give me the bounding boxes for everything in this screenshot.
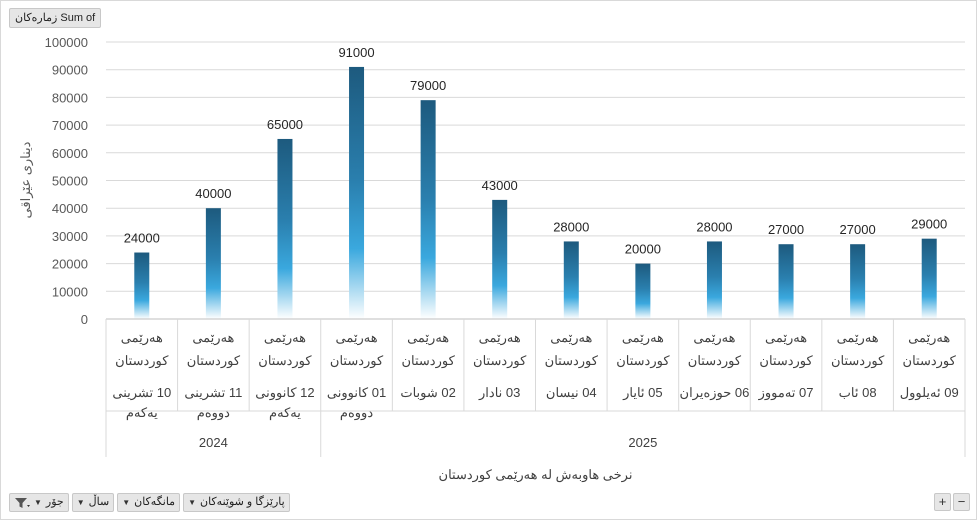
data-label: 65000 — [267, 117, 303, 132]
y-tick-label: 10000 — [52, 284, 88, 299]
field-button-type-label: جۆر — [45, 496, 64, 508]
data-label: 27000 — [840, 222, 876, 237]
field-button-months-label: مانگەکان — [134, 496, 176, 508]
collapse-button[interactable]: − — [953, 493, 970, 511]
month-label: 02 شوبات — [400, 385, 456, 401]
month-label: یەکەم — [269, 405, 301, 421]
region-label: کوردستان — [688, 353, 742, 369]
chevron-down-icon: ▼ — [188, 498, 196, 507]
data-label: 20000 — [625, 242, 661, 257]
y-tick-label: 50000 — [52, 174, 88, 189]
region-label: کوردستان — [187, 353, 241, 369]
month-label: 03 نادار — [478, 385, 520, 401]
region-label: هەرێمی — [622, 330, 664, 346]
month-label: دووەم — [197, 405, 230, 421]
region-label: هەرێمی — [336, 330, 378, 346]
data-label: 27000 — [768, 222, 804, 237]
expand-collapse-controls: + − — [934, 493, 970, 511]
region-label: هەرێمی — [550, 330, 592, 346]
y-tick-label: 70000 — [52, 118, 88, 133]
region-label: هەرێمی — [407, 330, 449, 346]
y-tick-label: 100000 — [45, 35, 88, 50]
field-button-year[interactable]: ▼ ساڵ — [71, 493, 115, 512]
chevron-down-icon: ▼ — [122, 498, 131, 507]
bar — [492, 199, 508, 319]
month-label: 10 تشرینی — [112, 385, 171, 401]
bar — [850, 244, 866, 319]
data-label: 28000 — [696, 219, 732, 234]
bar — [706, 241, 722, 319]
region-label: کوردستان — [115, 353, 169, 369]
field-button-type-arrow: ▼ — [34, 498, 42, 507]
bar — [635, 263, 651, 319]
data-label: 79000 — [410, 78, 446, 93]
bar — [205, 208, 221, 319]
month-label: 07 تەمووز — [758, 385, 814, 401]
y-tick-label: 40000 — [52, 201, 88, 216]
field-button-months[interactable]: ▼ مانگەکان — [117, 493, 181, 512]
month-label: 05 ئایار — [622, 385, 663, 401]
bar — [277, 138, 293, 319]
year-label: 2024 — [199, 435, 228, 450]
bar — [420, 100, 436, 319]
region-label: هەرێمی — [192, 330, 234, 346]
region-label: کوردستان — [330, 353, 384, 369]
bar — [778, 244, 794, 319]
region-label: کوردستان — [759, 353, 813, 369]
x-axis-label: نرخی هاوبەش لە هەرێمی کوردستان — [439, 467, 633, 483]
region-label: کوردستان — [258, 353, 312, 369]
data-label: 43000 — [482, 178, 518, 193]
month-label: 12 کانوونی — [255, 385, 314, 401]
region-label: هەرێمی — [264, 330, 306, 346]
y-tick-label: 90000 — [52, 63, 88, 78]
field-button-type[interactable]: ▼ جۆر — [9, 493, 69, 512]
data-label: 29000 — [911, 217, 947, 232]
month-label: 08 ئاب — [839, 385, 877, 400]
region-label: کوردستان — [401, 353, 455, 369]
bar — [134, 252, 150, 319]
region-label: کوردستان — [616, 353, 670, 369]
y-tick-label: 60000 — [52, 146, 88, 161]
y-tick-label: 80000 — [52, 90, 88, 105]
field-button-provinces[interactable]: ▼ پارێزگا و شوێنەکان — [183, 493, 290, 512]
field-button-provinces-label: پارێزگا و شوێنەکان — [200, 496, 285, 508]
region-label: هەرێمی — [479, 330, 521, 346]
y-tick-label: 20000 — [52, 257, 88, 272]
bar — [921, 238, 937, 319]
month-label: 11 تشرینی — [184, 385, 242, 401]
region-label: هەرێمی — [837, 330, 879, 346]
filter-funnel-icon — [15, 497, 30, 508]
y-axis-label: دیناری عێراقی — [18, 141, 34, 218]
month-label: 09 ئەیلوول — [900, 385, 959, 401]
chevron-down-icon: ▼ — [76, 498, 85, 507]
y-tick-label: 0 — [81, 312, 88, 327]
bar — [563, 241, 579, 319]
month-label: دووەم — [340, 405, 373, 421]
region-label: هەرێمی — [693, 330, 735, 346]
region-label: کوردستان — [545, 353, 599, 369]
month-label: 01 کانوونی — [327, 385, 386, 401]
region-label: هەرێمی — [121, 330, 163, 346]
month-label: یەکەم — [126, 405, 158, 421]
bar — [349, 66, 365, 320]
data-label: 24000 — [124, 231, 160, 246]
year-label: 2025 — [628, 435, 657, 450]
value-field-button[interactable]: Sum of زمارەکان — [9, 8, 102, 28]
region-label: کوردستان — [903, 353, 957, 369]
data-label: 91000 — [338, 45, 374, 60]
region-label: هەرێمی — [765, 330, 807, 346]
field-button-year-label: ساڵ — [88, 496, 110, 508]
y-tick-label: 30000 — [52, 229, 88, 244]
month-label: 04 نیسان — [546, 385, 597, 400]
region-label: کوردستان — [473, 353, 527, 369]
data-label: 40000 — [195, 186, 231, 201]
region-label: کوردستان — [831, 353, 885, 369]
field-buttons-bar: ▼ جۆر ▼ ساڵ ▼ مانگەکان ▼ پارێزگا و شوێنە… — [9, 493, 290, 512]
month-label: 06 حوزەیران — [680, 385, 750, 401]
expand-button[interactable]: + — [934, 493, 951, 511]
region-label: هەرێمی — [908, 330, 950, 346]
data-label: 28000 — [553, 219, 589, 234]
